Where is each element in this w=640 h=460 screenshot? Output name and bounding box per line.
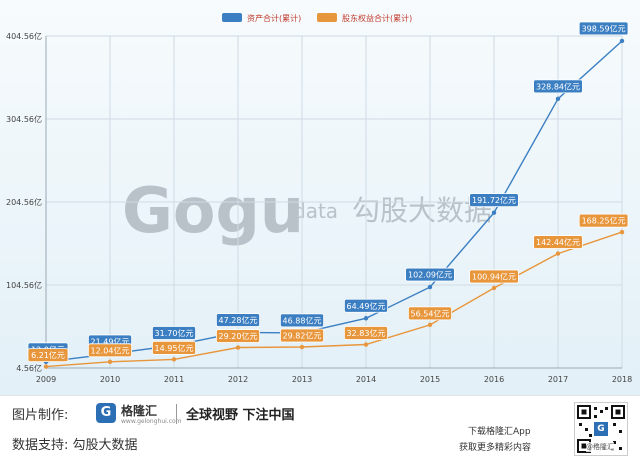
line-chart: Gogu data 勾股大数据 2009 2010 2011 2012 2013 2014…	[6, 13, 632, 384]
data-label-box	[279, 313, 324, 328]
data-label: 398.59亿元	[582, 23, 626, 33]
data-label: 31.70亿元	[155, 328, 194, 338]
data-label-box	[215, 329, 260, 343]
data-label: 46.88亿元	[283, 315, 322, 325]
data-labels: 12.0亿元21.49亿元31.70亿元47.28亿元46.88亿元64.49亿…	[27, 21, 629, 363]
data-label: 29.20亿元	[219, 331, 258, 341]
qr-logo-icon: G	[594, 422, 608, 436]
watermark-logo: Gogu	[122, 174, 304, 247]
x-tick-label: 2018	[612, 375, 632, 384]
data-label: 168.25亿元	[582, 216, 626, 226]
data-label-box	[215, 313, 260, 327]
data-point	[43, 364, 49, 369]
data-label-box	[279, 328, 324, 343]
x-tick-label: 2011	[164, 375, 184, 384]
legend-label-1: 股东权益合计(累计)	[342, 13, 412, 23]
data-point	[427, 284, 433, 290]
x-tick-label: 2016	[484, 375, 504, 384]
data-label-box	[27, 348, 69, 363]
axes: 2009 2010 2011 2012 2013 2014 2015 2016 2017 2018…	[6, 31, 632, 384]
data-point	[299, 344, 305, 350]
series-line-0	[45, 40, 623, 363]
data-label-box	[343, 326, 388, 340]
data-label-box	[88, 343, 133, 358]
brand-logo-icon: G	[96, 403, 116, 423]
y-tick-label: 4.56亿	[16, 363, 42, 373]
data-point	[555, 96, 561, 102]
data-label: 328.84亿元	[536, 81, 580, 91]
data-point	[363, 316, 369, 321]
data-label-box	[469, 269, 519, 284]
y-tick-label: 304.56亿	[6, 114, 42, 124]
x-tick-label: 2014	[356, 375, 376, 384]
data-label: 47.28亿元	[219, 315, 258, 325]
data-label: 102.09亿元	[408, 270, 452, 280]
x-tick-label: 2009	[36, 375, 56, 384]
slogan: 全球视野 下注中国	[186, 408, 295, 423]
legend: 资产合计(累计) 股东权益合计(累计)	[222, 13, 412, 23]
data-label-box	[343, 298, 388, 313]
data-label-box	[578, 21, 629, 36]
data-point	[235, 345, 241, 350]
footer: 图片制作: G 格隆汇 www.gelonghui.com 全球视野 下注中国 …	[0, 395, 640, 460]
data-label: 32.83亿元	[347, 328, 386, 338]
legend-swatch-0	[222, 13, 242, 22]
qr-watermark: @格隆汇	[586, 442, 614, 452]
data-label-box	[469, 193, 519, 208]
data-label-box	[151, 326, 196, 340]
data-label: 142.44亿元	[536, 237, 580, 247]
made-by-label: 图片制作:	[12, 408, 69, 423]
app-download-text: 下载格隆汇App	[468, 427, 531, 437]
data-label-box	[405, 267, 455, 282]
footer-divider	[176, 404, 177, 424]
data-label: 21.49亿元	[91, 336, 130, 346]
data-label: 191.72亿元	[472, 195, 516, 205]
x-tick-label: 2012	[228, 375, 248, 384]
data-label-box	[533, 79, 583, 94]
x-tick-label: 2010	[100, 375, 120, 384]
data-point	[555, 251, 561, 256]
y-tick-label: 404.56亿	[6, 31, 42, 41]
x-tick-label: 2013	[292, 375, 312, 384]
data-label: 14.95亿元	[155, 343, 194, 353]
y-tick-label: 104.56亿	[6, 280, 42, 290]
data-point	[491, 210, 497, 215]
data-point	[491, 285, 497, 291]
data-label-box	[407, 306, 452, 321]
legend-swatch-1	[317, 13, 337, 22]
data-label: 56.54亿元	[411, 308, 450, 318]
data-label: 12.04亿元	[91, 345, 130, 355]
brand-name: 格隆汇	[121, 404, 158, 418]
data-label-box	[533, 235, 583, 249]
series-line-1	[45, 231, 623, 368]
data-support-label: 数据支持: 勾股大数据	[12, 438, 138, 453]
series-lines	[43, 38, 625, 369]
data-point	[107, 359, 113, 364]
data-label: 6.21亿元	[31, 350, 65, 360]
data-point	[171, 357, 177, 362]
legend-label-0: 资产合计(累计)	[247, 13, 301, 23]
data-label-box	[151, 340, 196, 355]
watermark-sub: data	[293, 199, 338, 223]
watermark-cn: 勾股大数据	[352, 194, 492, 227]
brand-url: www.gelonghui.com	[121, 418, 182, 425]
more-content-text: 获取更多精彩内容	[459, 443, 532, 453]
data-label: 100.94亿元	[472, 272, 516, 282]
watermark: Gogu data 勾股大数据	[122, 174, 492, 247]
data-point	[619, 38, 625, 44]
data-point	[619, 229, 625, 235]
data-label-box	[578, 213, 629, 228]
x-tick-label: 2015	[420, 375, 440, 384]
data-point	[427, 322, 433, 328]
y-tick-label: 204.56亿	[6, 197, 42, 207]
x-tick-label: 2017	[548, 375, 568, 384]
data-label: 29.82亿元	[283, 331, 322, 341]
data-point	[363, 342, 369, 347]
data-label: 64.49亿元	[347, 301, 386, 311]
